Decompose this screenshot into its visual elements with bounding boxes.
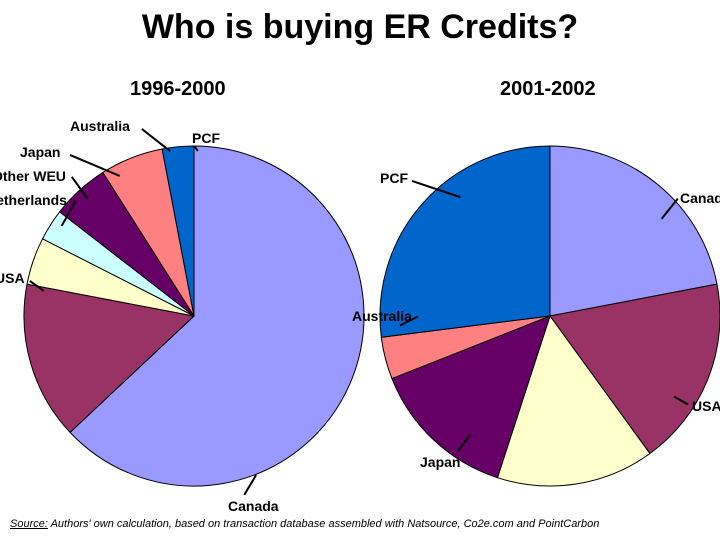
pie-label-pcf: PCF xyxy=(380,170,408,186)
pie-slice-pcf xyxy=(162,146,194,316)
label-line xyxy=(30,280,45,291)
period-right: 2001-2002 xyxy=(500,78,596,101)
pie-slice-other-weu xyxy=(497,316,649,486)
period-left: 1996-2000 xyxy=(130,78,226,101)
pie-label-australia: Australia xyxy=(352,308,412,324)
pie-slice-usa xyxy=(24,284,194,432)
pie-slice-netherlands xyxy=(27,239,194,316)
pie-slice-australia xyxy=(381,316,550,379)
pie-slice-canada xyxy=(550,146,717,316)
pie-chart-right xyxy=(0,0,720,540)
source-prefix: Source: xyxy=(10,518,48,530)
label-line xyxy=(194,146,198,151)
slide-title: Who is buying ER Credits? xyxy=(0,8,720,47)
label-line xyxy=(70,154,121,176)
label-line xyxy=(71,176,88,199)
pie-label-canada: Canada xyxy=(228,498,279,514)
pie-label-canada: Canada xyxy=(680,190,720,206)
label-line xyxy=(661,198,678,219)
pie-label-pcf: PCF xyxy=(192,130,220,146)
pie-label-australia: Australia xyxy=(70,118,130,134)
pie-label-usa: USA xyxy=(692,398,720,414)
label-line xyxy=(142,128,171,151)
pie-label-japan: Japan xyxy=(420,454,460,470)
pie-slice-usa xyxy=(550,284,720,453)
pie-label-japan: Japan xyxy=(20,144,60,160)
pie-slice-canada xyxy=(70,146,364,486)
label-line xyxy=(412,180,460,197)
source-text: Authors' own calculation, based on trans… xyxy=(48,518,599,530)
pie-label-other-weu: Other WEU xyxy=(0,168,66,184)
pie-slice-japan xyxy=(392,316,550,478)
label-line xyxy=(243,474,256,495)
pie-label-netherlands: Netherlands xyxy=(0,192,67,208)
pie-chart-left xyxy=(0,0,720,540)
pie-slice-japan xyxy=(60,172,194,316)
pie-label-usa: USA xyxy=(0,270,25,286)
label-line xyxy=(457,434,470,451)
pie-slice-other-weu xyxy=(43,212,194,316)
source-note: Source: Authors' own calculation, based … xyxy=(10,518,599,530)
label-line xyxy=(674,396,689,405)
